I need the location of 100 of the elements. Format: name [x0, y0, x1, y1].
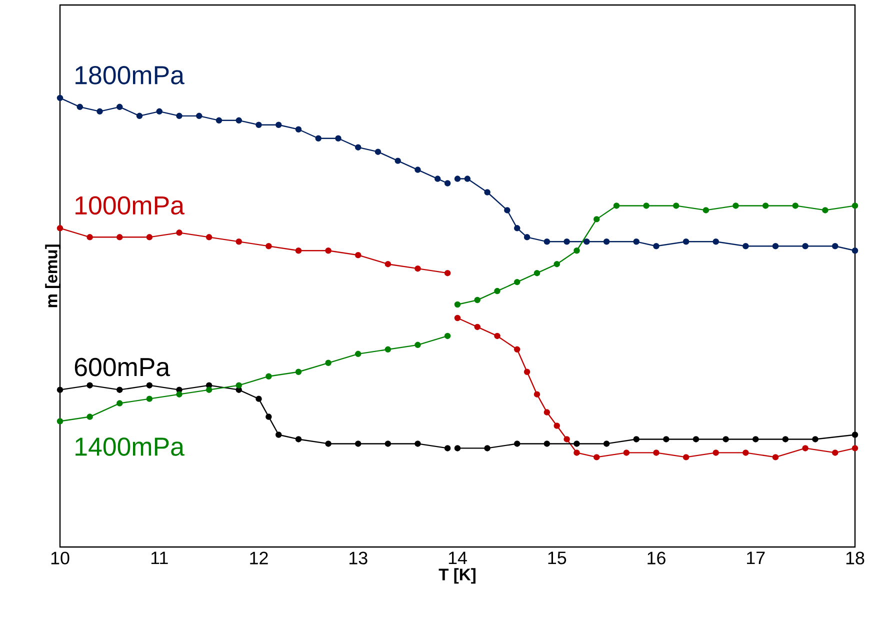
point	[394, 158, 401, 164]
point	[96, 108, 103, 115]
point	[146, 396, 153, 402]
point	[355, 144, 362, 150]
point	[762, 202, 769, 209]
point	[384, 440, 392, 447]
point	[594, 216, 600, 222]
point	[454, 176, 461, 182]
point	[256, 396, 262, 402]
point	[176, 391, 182, 398]
point	[454, 314, 461, 322]
point	[355, 252, 362, 258]
point	[692, 436, 700, 442]
point	[802, 445, 808, 452]
point	[504, 207, 510, 214]
point	[474, 324, 480, 330]
point	[822, 207, 828, 214]
point	[742, 243, 749, 250]
point	[653, 450, 660, 456]
point	[484, 445, 490, 452]
series-label: 1400mPa	[76, 438, 184, 456]
point	[682, 238, 690, 245]
point	[772, 243, 779, 250]
point	[514, 440, 520, 447]
point	[56, 225, 64, 232]
point	[384, 346, 392, 353]
point	[514, 346, 520, 353]
point	[633, 238, 640, 245]
x-tick-label: 10	[51, 552, 70, 564]
point	[663, 436, 670, 442]
point	[812, 436, 818, 442]
point	[702, 207, 710, 214]
point	[653, 243, 660, 250]
point	[374, 148, 382, 155]
x-tick-label: 17	[747, 552, 765, 564]
point	[444, 445, 451, 452]
point	[206, 386, 212, 393]
x-axis-title: T [K]	[438, 568, 476, 584]
point	[574, 248, 580, 254]
point	[524, 368, 530, 375]
point	[325, 360, 332, 366]
point	[554, 260, 560, 268]
point	[732, 202, 739, 209]
point	[852, 445, 858, 452]
point	[494, 332, 500, 340]
point	[335, 135, 342, 142]
point	[355, 440, 362, 447]
point	[216, 117, 222, 124]
point	[574, 450, 580, 456]
point	[146, 234, 153, 240]
point	[315, 135, 322, 142]
point	[325, 248, 332, 254]
point	[116, 386, 123, 393]
point	[584, 238, 590, 245]
point	[266, 243, 272, 250]
point	[434, 176, 441, 182]
x-tick-label: 13	[350, 552, 368, 564]
point	[156, 108, 162, 115]
point	[295, 368, 302, 375]
point	[852, 202, 858, 209]
point	[772, 454, 779, 460]
x-tick-label: 18	[846, 552, 864, 564]
point	[464, 176, 471, 182]
point	[832, 450, 838, 456]
point	[514, 225, 520, 232]
point	[534, 270, 540, 276]
point	[564, 436, 570, 442]
point	[86, 414, 93, 420]
point	[276, 432, 282, 438]
point	[752, 436, 759, 442]
point	[623, 450, 630, 456]
point	[782, 436, 789, 442]
point	[206, 234, 212, 240]
point	[276, 122, 282, 128]
point	[564, 238, 570, 245]
point	[176, 112, 182, 120]
point	[256, 122, 262, 128]
point	[474, 296, 480, 304]
x-tick-label: 16	[648, 552, 666, 564]
point	[712, 450, 719, 456]
point	[136, 112, 143, 120]
point	[266, 414, 272, 420]
point	[554, 422, 560, 429]
point	[534, 391, 540, 398]
point	[722, 436, 729, 442]
point	[643, 202, 650, 209]
point	[76, 104, 83, 110]
point	[295, 248, 302, 254]
point	[514, 278, 520, 286]
point	[484, 189, 490, 196]
point	[414, 265, 421, 272]
point	[444, 270, 451, 276]
point	[633, 436, 640, 442]
point	[574, 440, 580, 447]
series-label: 1000mPa	[76, 196, 184, 215]
point	[852, 248, 858, 254]
point	[852, 432, 858, 438]
point	[325, 440, 332, 447]
point	[266, 373, 272, 380]
point	[56, 386, 64, 393]
